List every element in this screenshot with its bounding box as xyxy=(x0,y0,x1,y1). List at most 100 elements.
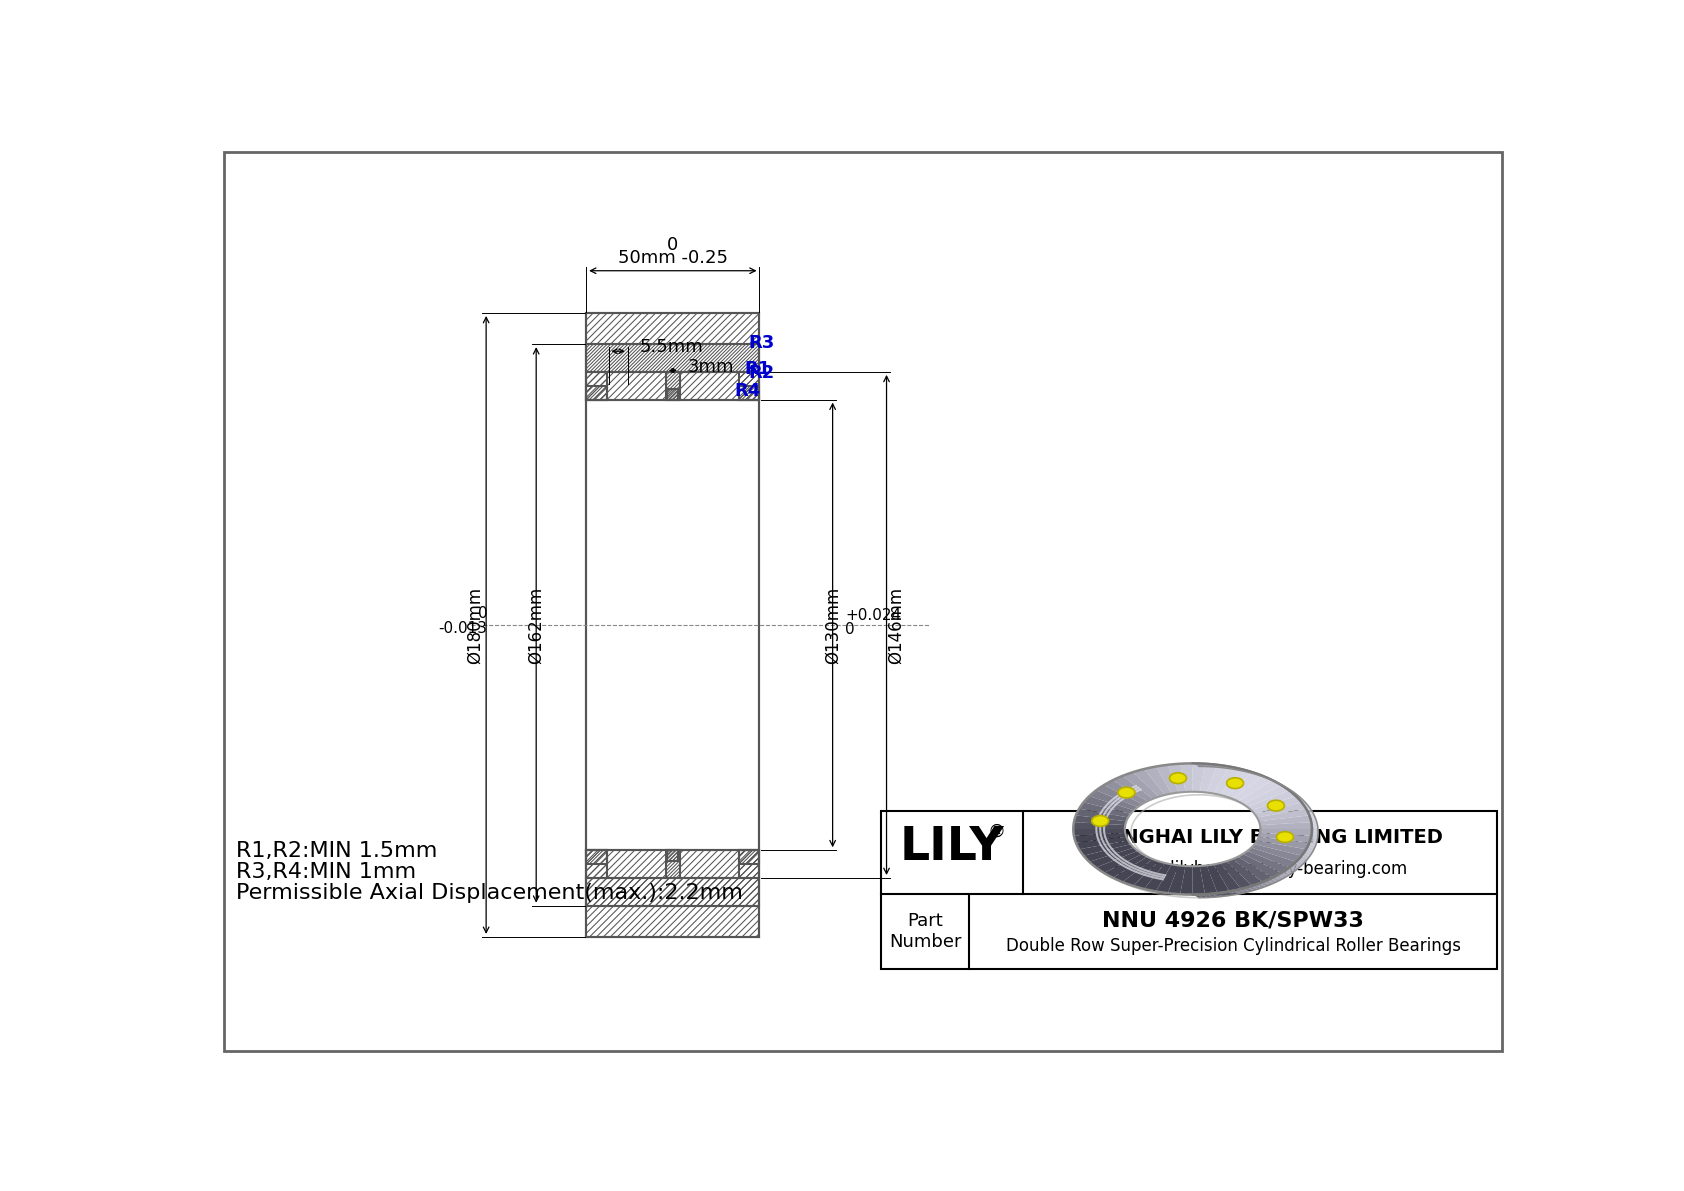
Polygon shape xyxy=(1234,890,1244,893)
Polygon shape xyxy=(1260,774,1270,779)
Polygon shape xyxy=(1233,856,1273,883)
Polygon shape xyxy=(1260,833,1312,843)
Polygon shape xyxy=(1226,772,1263,799)
Polygon shape xyxy=(1226,859,1263,886)
Polygon shape xyxy=(1233,775,1273,802)
Polygon shape xyxy=(1303,850,1312,856)
Polygon shape xyxy=(1229,891,1241,894)
Polygon shape xyxy=(1251,844,1302,862)
Polygon shape xyxy=(1312,828,1319,834)
Text: Ø180mm: Ø180mm xyxy=(466,586,485,663)
Polygon shape xyxy=(1207,763,1218,767)
Polygon shape xyxy=(1302,853,1310,859)
Polygon shape xyxy=(1143,767,1172,794)
Ellipse shape xyxy=(1226,778,1243,788)
Bar xyxy=(586,344,759,400)
Bar xyxy=(667,388,679,400)
Polygon shape xyxy=(1293,862,1302,868)
Text: R2: R2 xyxy=(748,364,775,382)
Polygon shape xyxy=(1307,810,1314,816)
Polygon shape xyxy=(1167,866,1186,894)
Text: 0: 0 xyxy=(845,622,854,637)
Polygon shape xyxy=(1293,793,1302,798)
Polygon shape xyxy=(1260,816,1312,825)
Ellipse shape xyxy=(1169,773,1187,784)
Polygon shape xyxy=(1310,819,1317,825)
Polygon shape xyxy=(1305,807,1314,812)
Polygon shape xyxy=(1308,841,1317,847)
Ellipse shape xyxy=(1276,831,1293,842)
Polygon shape xyxy=(1226,766,1236,769)
Polygon shape xyxy=(1202,763,1212,767)
Polygon shape xyxy=(1300,855,1308,861)
Polygon shape xyxy=(1251,885,1261,890)
Polygon shape xyxy=(1192,894,1204,898)
Polygon shape xyxy=(1216,765,1228,768)
Polygon shape xyxy=(1312,830,1319,836)
Polygon shape xyxy=(1214,863,1241,891)
Polygon shape xyxy=(1199,763,1218,792)
Polygon shape xyxy=(1226,891,1236,896)
Text: 0: 0 xyxy=(667,236,679,254)
Polygon shape xyxy=(1295,860,1303,866)
Bar xyxy=(586,850,606,863)
Polygon shape xyxy=(1234,767,1244,772)
Polygon shape xyxy=(1083,844,1133,862)
Polygon shape xyxy=(1295,796,1303,800)
Polygon shape xyxy=(1243,769,1253,774)
Polygon shape xyxy=(1197,763,1207,767)
Polygon shape xyxy=(1255,841,1307,855)
Ellipse shape xyxy=(1091,816,1108,827)
Polygon shape xyxy=(1090,848,1138,867)
Polygon shape xyxy=(1251,772,1261,777)
Bar xyxy=(586,850,759,905)
Polygon shape xyxy=(1271,877,1280,881)
Polygon shape xyxy=(1207,765,1229,793)
Polygon shape xyxy=(1312,823,1319,828)
Polygon shape xyxy=(1074,833,1127,843)
Polygon shape xyxy=(1303,805,1312,810)
Polygon shape xyxy=(1221,765,1231,769)
Polygon shape xyxy=(1263,880,1273,885)
Polygon shape xyxy=(1229,767,1241,771)
Polygon shape xyxy=(1207,893,1218,897)
Polygon shape xyxy=(1199,866,1218,894)
Text: Ø130mm: Ø130mm xyxy=(823,586,842,663)
Polygon shape xyxy=(1073,822,1125,829)
Text: LILY: LILY xyxy=(899,825,1004,871)
Polygon shape xyxy=(1248,848,1297,867)
Polygon shape xyxy=(1207,865,1229,893)
Polygon shape xyxy=(1073,829,1125,836)
Bar xyxy=(586,372,606,400)
Polygon shape xyxy=(1256,837,1310,849)
Polygon shape xyxy=(1263,777,1273,781)
Polygon shape xyxy=(1096,850,1142,873)
Text: Email: lilybearing@lily-bearing.com: Email: lilybearing@lily-bearing.com xyxy=(1113,860,1408,878)
Polygon shape xyxy=(1143,863,1172,891)
Bar xyxy=(586,386,606,400)
Polygon shape xyxy=(1211,765,1223,768)
Polygon shape xyxy=(1312,833,1319,838)
Text: 50mm -0.25: 50mm -0.25 xyxy=(618,249,727,267)
Polygon shape xyxy=(1305,848,1314,854)
Polygon shape xyxy=(1133,861,1165,888)
Polygon shape xyxy=(1290,791,1298,797)
Polygon shape xyxy=(1255,803,1307,817)
Text: 0: 0 xyxy=(478,606,488,621)
Polygon shape xyxy=(1275,781,1283,786)
Bar xyxy=(667,850,679,861)
Bar xyxy=(881,811,1497,969)
Polygon shape xyxy=(1260,881,1270,886)
Polygon shape xyxy=(1278,782,1287,788)
Polygon shape xyxy=(1105,854,1147,878)
Bar xyxy=(665,372,680,400)
Text: Ø162mm: Ø162mm xyxy=(527,586,546,663)
Text: -0.013: -0.013 xyxy=(438,622,488,636)
Bar xyxy=(665,850,680,878)
Text: ®: ® xyxy=(987,822,1005,841)
Bar xyxy=(739,372,759,400)
Polygon shape xyxy=(1310,838,1317,843)
Polygon shape xyxy=(1312,825,1319,831)
Ellipse shape xyxy=(1268,800,1285,811)
Polygon shape xyxy=(1214,767,1241,794)
